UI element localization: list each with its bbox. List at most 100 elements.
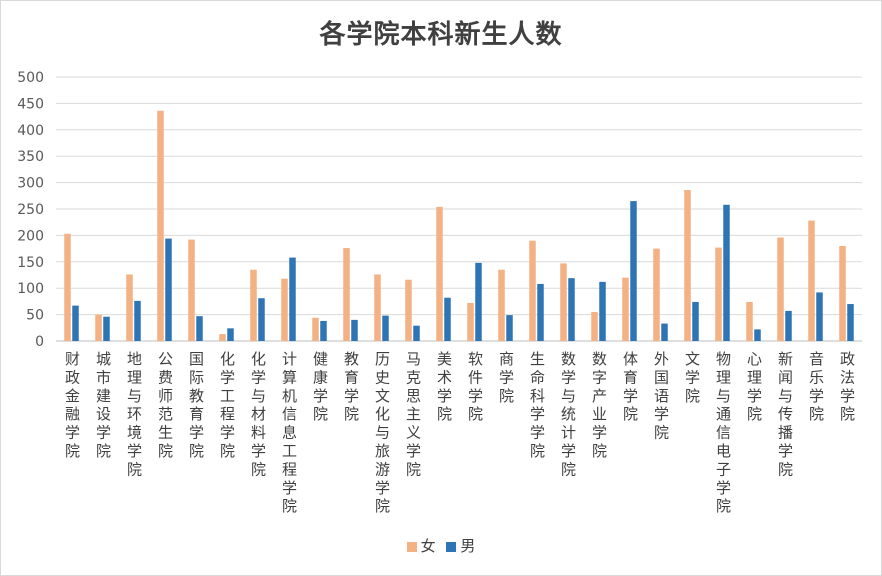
bar-female-12 (436, 206, 443, 341)
bar-male-6 (258, 298, 265, 341)
y-axis-ticks: 0 50 100 150 200 250 300 350 400 450 500 (17, 70, 44, 350)
bar-female-22 (746, 301, 753, 341)
bar-female-13 (467, 302, 474, 341)
x-category-label: 美术学院 (437, 350, 452, 423)
bar-male-9 (351, 319, 358, 341)
x-category-label: 外国语学院 (654, 350, 669, 442)
bar-male-3 (165, 238, 172, 341)
y-tick-label: 300 (17, 176, 44, 192)
y-tick-label: 100 (17, 281, 44, 297)
x-category-label: 财政金融学院 (65, 350, 80, 460)
bar-male-20 (692, 301, 699, 341)
bar-female-16 (560, 263, 567, 341)
x-category-label: 马克思主义学院 (406, 350, 421, 478)
x-category-label: 新闻与传播学院 (778, 350, 793, 478)
x-category-label: 地理与环境学院 (127, 350, 142, 478)
chart-title: 各学院本科新生人数 (319, 20, 563, 50)
bar-female-20 (684, 189, 691, 341)
x-axis-category-labels: 财政金融学院 城市建设学院 地理与环境学院 公费师范生院 国际教育学院 化学工程学院 化学与… (65, 350, 855, 515)
bar-female-15 (529, 240, 536, 341)
legend-label-male: 男 (460, 537, 476, 555)
x-category-label: 化学工程学院 (220, 350, 235, 460)
y-tick-label: 350 (17, 149, 44, 165)
bar-male-24 (816, 292, 823, 341)
bar-female-8 (312, 317, 319, 341)
x-category-label: 数学与统计学院 (561, 350, 576, 478)
x-category-label: 商学院 (499, 350, 514, 405)
bar-male-10 (382, 315, 389, 341)
bar-female-23 (777, 237, 784, 341)
bar-male-25 (847, 304, 854, 341)
bar-male-5 (227, 328, 234, 341)
bar-female-1 (95, 314, 102, 341)
x-category-label: 心理学院 (747, 350, 762, 423)
bar-male-18 (630, 201, 637, 341)
bar-male-23 (785, 310, 792, 341)
y-tick-label: 0 (35, 334, 44, 350)
bar-female-11 (405, 279, 412, 341)
x-category-label: 教育学院 (344, 350, 359, 423)
bar-male-8 (320, 320, 327, 341)
x-category-label: 城市建设学院 (96, 350, 111, 460)
y-tick-label: 250 (17, 202, 44, 218)
legend-swatch-female (406, 541, 417, 552)
bar-male-2 (134, 300, 141, 341)
bar-male-13 (475, 262, 482, 341)
y-tick-label: 150 (17, 255, 44, 271)
legend-item-male: 男 (446, 535, 475, 556)
x-category-label: 计算机信息工程学院 (282, 350, 297, 515)
bar-female-6 (250, 269, 257, 341)
x-category-label: 文学院 (685, 350, 700, 405)
legend-label-female: 女 (420, 537, 436, 555)
x-category-label: 健康学院 (313, 350, 328, 423)
bar-female-21 (715, 247, 722, 341)
x-category-label: 国际教育学院 (189, 350, 204, 460)
legend-item-female: 女 (406, 535, 436, 556)
bar-female-18 (622, 277, 629, 341)
x-category-label: 公费师范生院 (158, 350, 173, 460)
bar-male-16 (568, 278, 575, 341)
bar-female-14 (498, 269, 505, 341)
bar-male-14 (506, 315, 513, 341)
y-tick-label: 500 (17, 70, 44, 86)
x-category-label: 音乐学院 (809, 350, 824, 423)
x-category-label: 数字产业学院 (592, 350, 607, 460)
y-tick-label: 400 (17, 123, 44, 139)
y-tick-label: 50 (26, 308, 44, 324)
bar-female-17 (591, 311, 598, 341)
bar-female-7 (281, 278, 288, 341)
bar-female-3 (157, 110, 164, 342)
x-category-label: 历史文化与旅游学院 (375, 350, 390, 515)
bar-male-7 (289, 257, 296, 341)
bar-female-19 (653, 248, 660, 341)
bar-male-21 (723, 204, 730, 341)
bar-male-15 (537, 283, 544, 341)
bar-male-1 (103, 316, 110, 341)
bar-male-11 (413, 325, 420, 341)
bar-male-0 (72, 305, 79, 341)
legend-swatch-male (446, 541, 457, 552)
bar-female-4 (188, 239, 195, 341)
bar-female-0 (64, 233, 71, 341)
legend: 女 男 (0, 535, 882, 556)
x-category-label: 政法学院 (840, 350, 855, 423)
bar-female-9 (343, 248, 350, 341)
x-category-label: 生命科学学院 (530, 350, 545, 460)
bar-female-5 (219, 334, 226, 341)
bar-male-12 (444, 297, 451, 341)
bars (64, 110, 854, 342)
x-category-label: 化学与材料学院 (251, 350, 266, 478)
bar-male-19 (661, 323, 668, 341)
x-category-label: 体育学院 (623, 350, 638, 423)
bar-female-24 (808, 220, 815, 341)
bar-male-4 (196, 316, 203, 341)
bar-male-22 (754, 329, 761, 341)
y-tick-label: 200 (17, 228, 44, 244)
gridlines (56, 76, 862, 342)
bar-female-2 (126, 274, 133, 341)
x-category-label: 软件学院 (468, 350, 483, 423)
x-category-label: 物理与通信电子学院 (716, 350, 731, 515)
bar-female-25 (839, 245, 846, 341)
y-tick-label: 450 (17, 96, 44, 112)
